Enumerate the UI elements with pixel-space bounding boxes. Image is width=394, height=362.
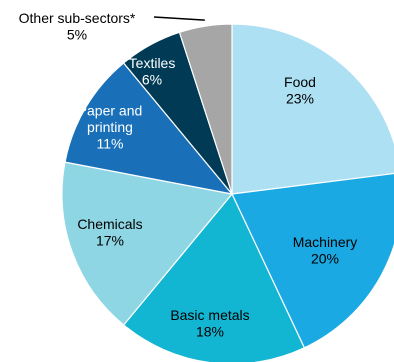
slice-label-paper-and-printing: Paper and printing 11% — [78, 103, 143, 152]
slice-name-food: Food — [284, 74, 316, 90]
slice-percent-textiles: 6% — [142, 71, 162, 87]
callout-leader-line — [153, 16, 205, 21]
slice-label-other-sub-sectors: Other sub-sectors* 5% — [19, 10, 136, 43]
slice-name-chemicals: Chemicals — [77, 216, 142, 232]
slice-name-paper-and-printing: Paper and — [78, 103, 143, 119]
slice-percent-paper-and-printing: 11% — [97, 136, 124, 152]
slice-label-food: Food 23% — [284, 74, 316, 107]
pie-slice-paper-and-printing — [64, 62, 234, 195]
pie-slice-food — [231, 23, 394, 195]
pie-slice-machinery — [231, 172, 394, 349]
slice-name-paper-and-printing: printing — [87, 119, 133, 135]
slice-label-basic-metals: Basic metals 18% — [170, 307, 249, 340]
pie-slices — [61, 23, 394, 362]
slice-labels: Food 23% Machinery 20% Basic metals 18% Chemic… — [19, 10, 358, 340]
pie-slice-other-sub-sectors — [178, 23, 233, 195]
slice-label-machinery: Machinery 20% — [293, 234, 358, 266]
slice-percent-chemicals: 17% — [96, 232, 124, 248]
slice-percent-other-sub-sectors: 5% — [67, 26, 87, 42]
callout-group — [153, 16, 205, 21]
slice-name-other-sub-sectors: Other sub-sectors* — [19, 10, 136, 26]
slice-percent-machinery: 20% — [311, 250, 339, 266]
slice-percent-basic-metals: 18% — [196, 323, 224, 339]
slice-name-basic-metals: Basic metals — [170, 307, 249, 323]
slice-label-chemicals: Chemicals 17% — [77, 216, 142, 249]
slice-name-textiles: Textiles — [129, 55, 176, 71]
slice-name-machinery: Machinery — [293, 234, 358, 250]
pie-slice-chemicals — [61, 161, 234, 326]
slice-label-textiles: Textiles 6% — [129, 55, 176, 88]
slice-percent-food: 23% — [286, 90, 314, 106]
pie-slice-basic-metals — [122, 192, 306, 362]
